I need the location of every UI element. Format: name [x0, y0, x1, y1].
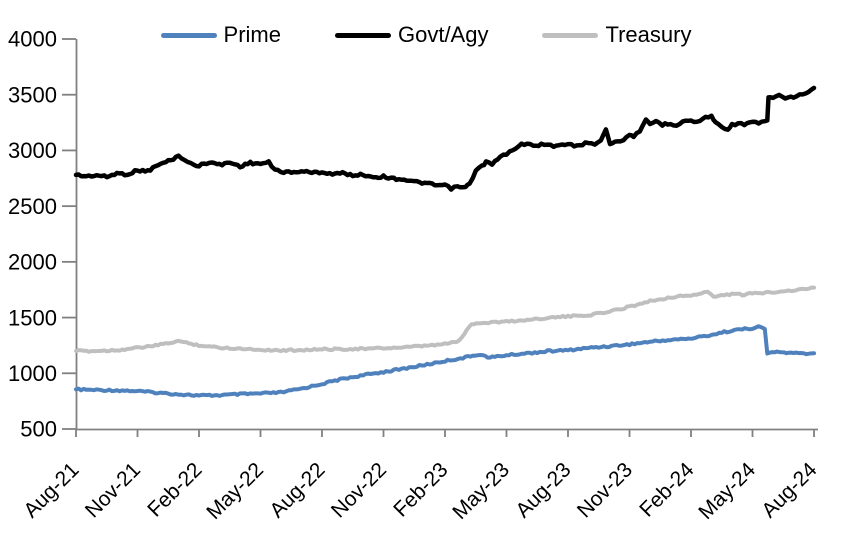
y-tick-label: 2000 [8, 250, 57, 275]
series-line-prime [74, 324, 816, 398]
y-tick-label: 2500 [8, 194, 57, 219]
x-tick-label: May-23 [448, 458, 514, 524]
series-line-govt-agy [73, 85, 817, 192]
x-tick-label: Aug-21 [19, 458, 83, 522]
x-tick-label: Feb-24 [635, 458, 699, 522]
x-tick-label: Nov-21 [81, 458, 145, 522]
series-line-treasury [74, 285, 816, 354]
x-tick-label: Aug-23 [511, 458, 575, 522]
y-tick-label: 1500 [8, 305, 57, 330]
y-tick-label: 3500 [8, 82, 57, 107]
y-tick-label: 4000 [8, 27, 57, 52]
x-tick-label: Aug-24 [757, 458, 821, 522]
y-tick-label: 1000 [8, 361, 57, 386]
x-tick-label: May-24 [694, 458, 760, 524]
x-tick-label: Nov-23 [573, 458, 637, 522]
x-tick-label: Feb-22 [143, 458, 206, 521]
x-tick-label: May-22 [202, 458, 268, 524]
x-tick-label: Nov-22 [327, 458, 391, 522]
y-tick-label: 3000 [8, 138, 57, 163]
x-tick-label: Aug-22 [265, 458, 329, 522]
x-tick-label: Feb-23 [389, 458, 452, 521]
y-tick-label: 500 [20, 417, 57, 442]
